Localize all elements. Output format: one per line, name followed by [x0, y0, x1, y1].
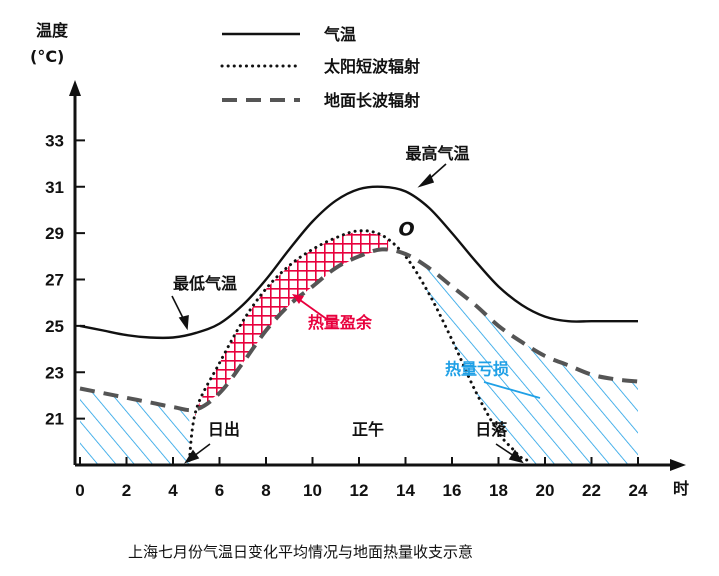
colored-pointers	[292, 294, 541, 399]
x-tick-label: 12	[350, 481, 369, 500]
x-tick-label: 22	[582, 481, 601, 500]
y-tick-label: 25	[45, 317, 64, 336]
x-tick-label: 18	[489, 481, 508, 500]
y-tick-label: 23	[45, 363, 64, 382]
x-tick-label: 4	[168, 481, 178, 500]
pointer-arrows	[171, 163, 524, 464]
series-line-solar-shortwave	[187, 229, 531, 462]
sunrise-arrowhead-icon	[184, 449, 200, 464]
heat-surplus-region	[195, 231, 389, 418]
x-tick-label: 6	[215, 481, 224, 500]
y-tick-label: 29	[45, 224, 64, 243]
figure-caption: 上海七月份气温日变化平均情况与地面热量收支示意	[128, 543, 473, 561]
x-tick-label: 8	[261, 481, 270, 500]
y-tick-label: 21	[45, 410, 64, 429]
annotation-label: 热量亏损	[445, 360, 509, 379]
series-line-air-temperature	[79, 185, 638, 340]
x-tick-label: 10	[303, 481, 322, 500]
x-tick-label: 14	[396, 481, 415, 500]
sunset-arrow-icon	[495, 443, 515, 457]
y-tick-label: 31	[45, 178, 64, 197]
x-tick-label: 16	[443, 481, 462, 500]
series-line-ground-longwave	[79, 247, 639, 413]
min-temp-arrowhead-icon	[178, 314, 189, 331]
annotation-label: 日出	[208, 420, 240, 439]
x-axis-title: 时	[673, 479, 689, 498]
sunset-arrowhead-icon	[508, 449, 524, 464]
min-temp-arrow-icon	[171, 295, 185, 321]
max-temp-arrowhead-icon	[417, 173, 435, 188]
x-tick-label: 0	[75, 481, 84, 500]
y-tick-label: 33	[45, 131, 64, 150]
y-axis-title: 温度	[35, 21, 69, 40]
annotation-label: 正午	[352, 420, 384, 439]
annotation-label: 热量盈余	[308, 313, 373, 332]
x-tick-label: 24	[629, 481, 648, 500]
legend: 气温 太阳短波辐射 地面长波辐射	[220, 25, 420, 110]
y-tick-label: 27	[45, 271, 64, 290]
x-axis-arrow-icon	[670, 459, 686, 471]
x-tick-label: 2	[122, 481, 131, 500]
series-lines	[79, 185, 639, 462]
heat-deficit-region	[80, 250, 638, 465]
legend-label-air-temperature: 气温	[323, 25, 356, 44]
annotation-label: 最高气温	[406, 144, 470, 163]
legend-label-solar-shortwave: 太阳短波辐射	[323, 57, 420, 76]
annotation-label: 日落	[475, 420, 508, 439]
annotation-label: O	[399, 218, 415, 240]
sunrise-arrow-icon	[193, 443, 211, 457]
x-tick-label: 20	[536, 481, 555, 500]
surplus-arrowhead-icon	[292, 294, 304, 304]
y-axis-unit: (°C)	[30, 47, 64, 66]
y-axis-arrow-icon	[69, 80, 81, 96]
heat-regions	[80, 231, 638, 465]
legend-label-ground-longwave: 地面长波辐射	[324, 91, 420, 110]
surplus-arrow-icon	[299, 299, 329, 321]
annotation-label: 最低气温	[173, 274, 237, 293]
deficit-pointer-line	[483, 381, 541, 399]
